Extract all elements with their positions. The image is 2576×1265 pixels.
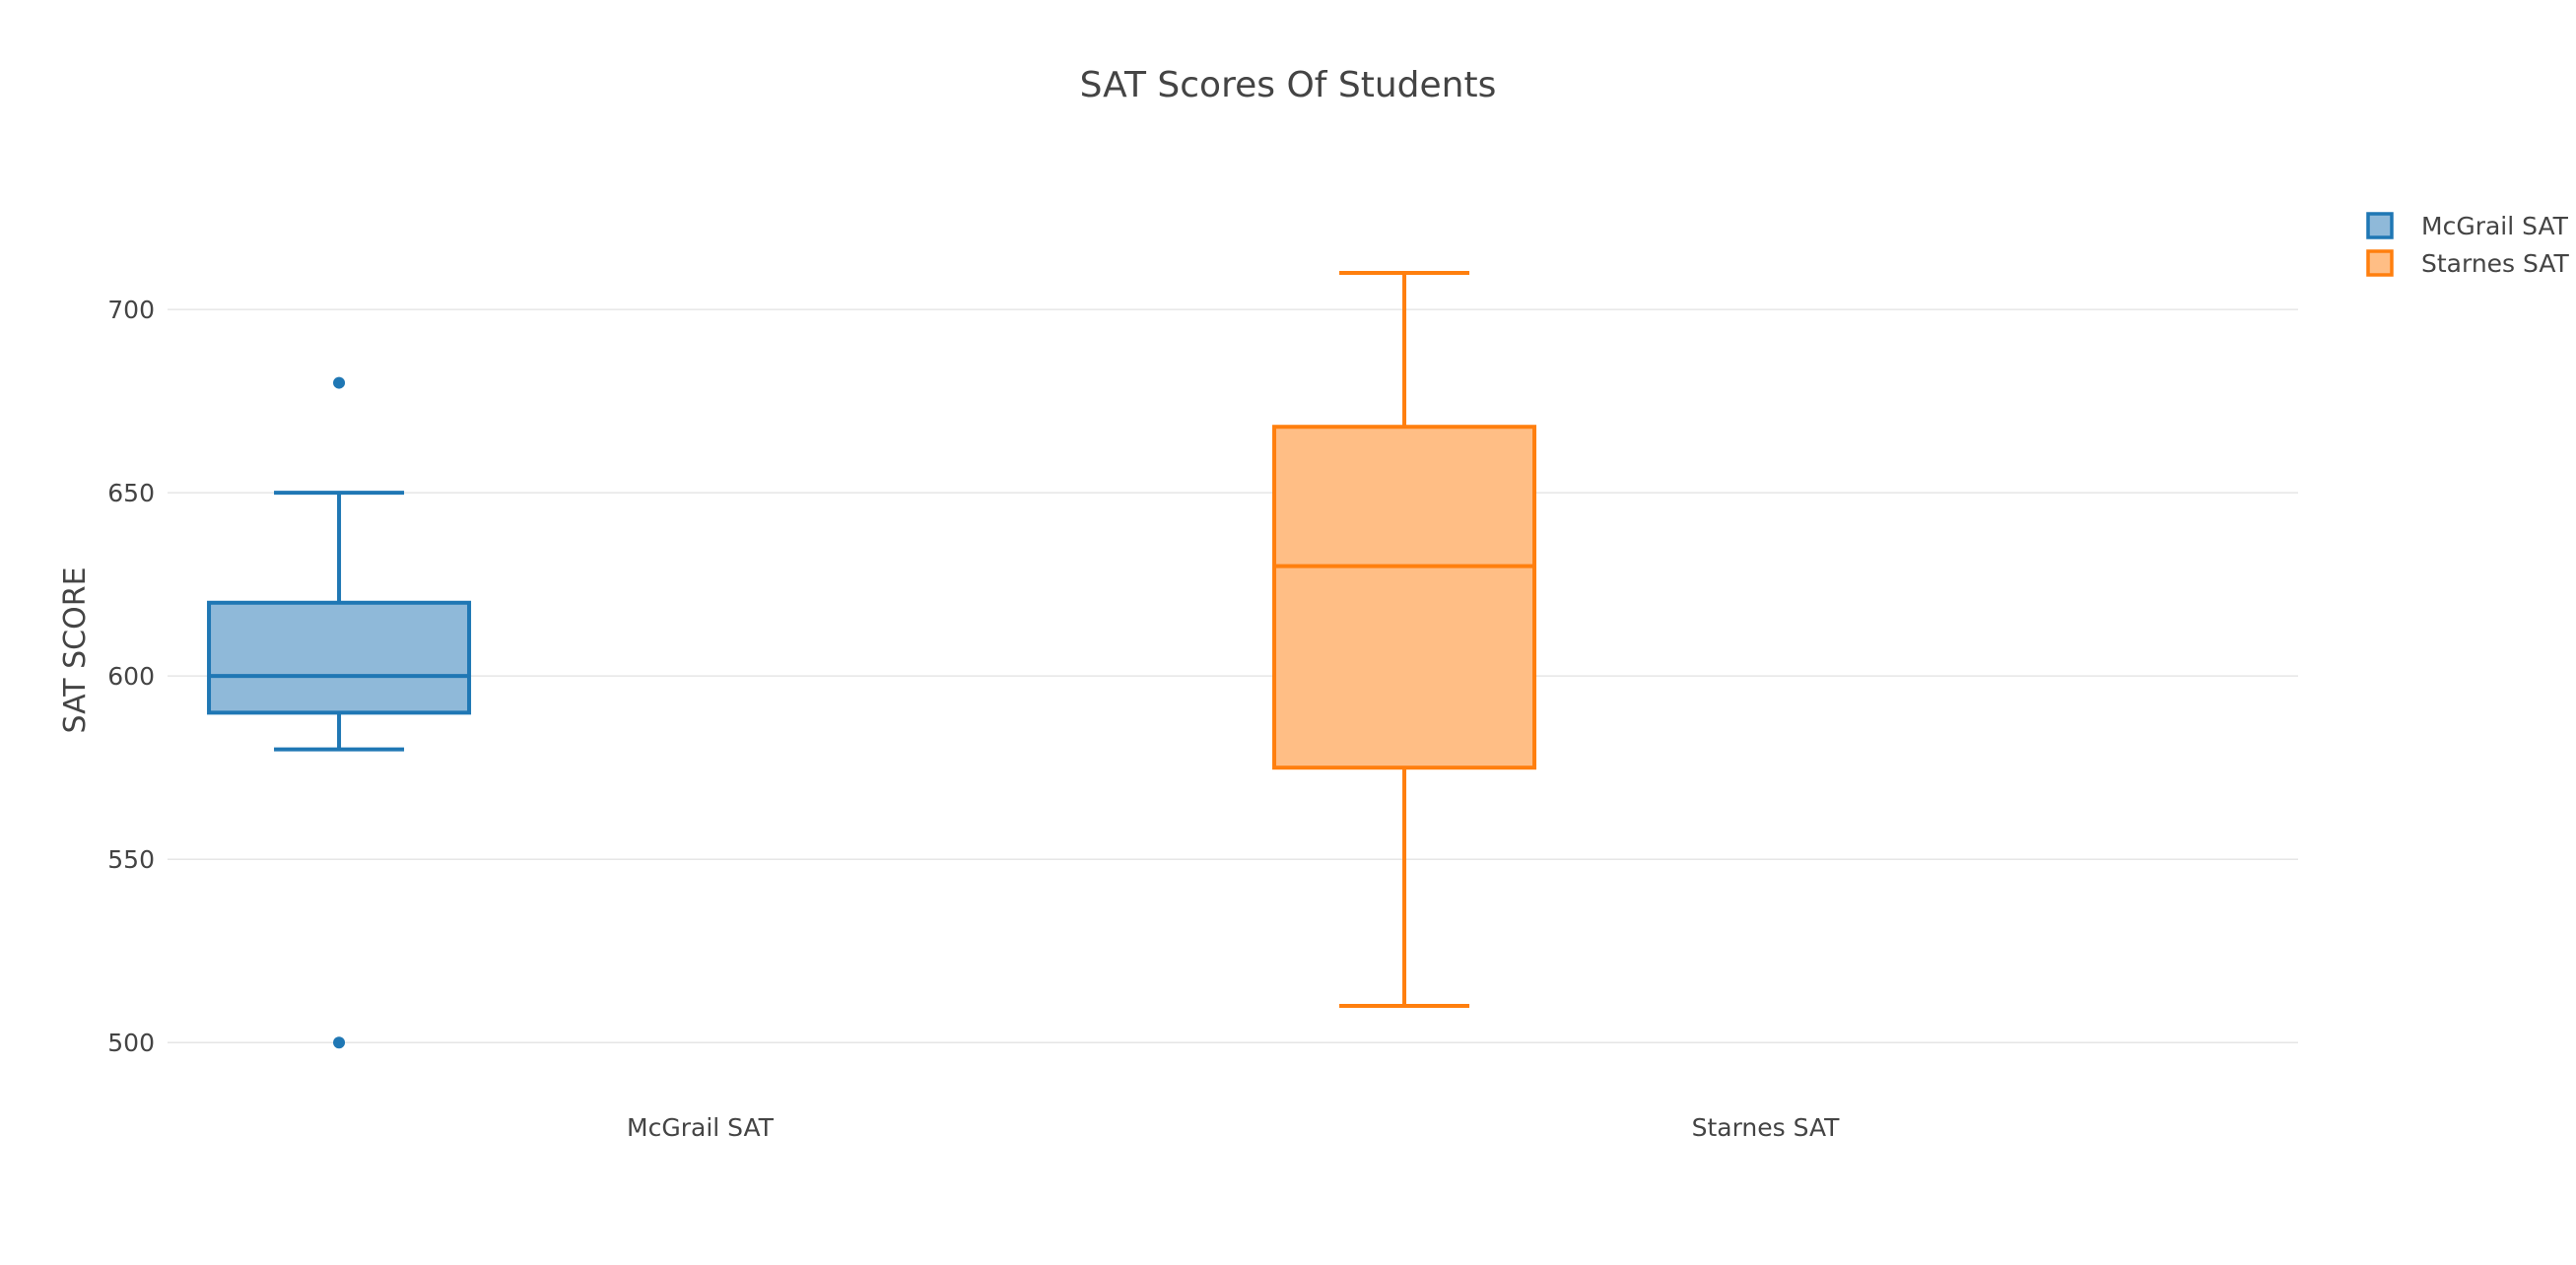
legend-swatch-2: [2366, 249, 2394, 277]
chart-title: SAT Scores Of Students: [1080, 65, 1497, 105]
box-1: [207, 376, 472, 1049]
outlier-point-1-1: [333, 376, 346, 389]
legend-label-1: McGrail SAT: [2421, 212, 2569, 240]
box-body-2: [1272, 425, 1537, 770]
box-body-1: [207, 600, 472, 715]
legend-item-2[interactable]: Starnes SAT: [2366, 249, 2570, 278]
outlier-point-1-2: [333, 1036, 346, 1049]
y-tick-label-700: 700: [107, 296, 155, 324]
y-tick-label-500: 500: [107, 1029, 155, 1057]
legend[interactable]: McGrail SAT Starnes SAT: [2366, 212, 2570, 278]
x-tick-label-1: McGrail SAT: [627, 1113, 775, 1142]
y-tick-label-650: 650: [107, 479, 155, 507]
x-axis-ticks: McGrail SAT Starnes SAT: [627, 1113, 1840, 1142]
legend-label-2: Starnes SAT: [2421, 249, 2570, 278]
legend-swatch-1: [2366, 212, 2394, 239]
box-series: [207, 270, 1537, 1049]
box-2: [1272, 270, 1537, 1008]
gridlines: [168, 308, 2298, 1043]
x-tick-label-2: Starnes SAT: [1692, 1113, 1841, 1142]
y-axis-title: SAT SCORE: [58, 566, 93, 733]
y-axis-ticks: 500 550 600 650 700: [107, 296, 155, 1057]
y-tick-label-600: 600: [107, 662, 155, 691]
legend-item-1[interactable]: McGrail SAT: [2366, 212, 2569, 240]
y-tick-label-550: 550: [107, 845, 155, 874]
